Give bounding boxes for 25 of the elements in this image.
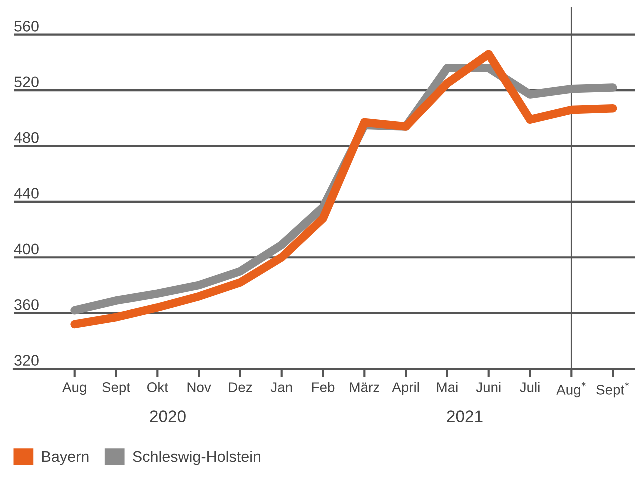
x-tick-label: Okt (148, 382, 168, 392)
x-tick-label: Dez (229, 382, 252, 392)
legend-label: Bayern (42, 452, 89, 466)
x-tick-label: Sept$^{*}$ (596, 382, 630, 398)
x-tick-label: Sept (102, 382, 130, 396)
text: 2020 (150, 410, 186, 422)
x-tick-label: Nov (188, 382, 212, 392)
y-tick-label: 520 (14, 76, 39, 88)
x-tick-label: Mai (437, 382, 458, 392)
y-tick-label: 400 (14, 244, 39, 255)
x-tick-label: März (350, 382, 380, 392)
text: 2021 (447, 410, 483, 422)
legend-label: Schleswig-Holstein (133, 450, 261, 466)
y-tick-label: 480 (14, 132, 39, 144)
x-tick-label: Jan (270, 382, 292, 392)
x-tick-label: Juni (476, 382, 501, 392)
y-tick-label: 440 (14, 188, 39, 199)
x-tick-label: Juli (520, 382, 540, 392)
y-tick-label: 320 (14, 355, 39, 366)
x-tick-label: Aug (62, 382, 86, 396)
y-tick-label: 560 (14, 21, 39, 32)
x-tick-label: Feb (312, 382, 335, 392)
y-tick-label: 360 (14, 299, 39, 310)
x-tick-label: Aug$^{*}$ (556, 382, 586, 398)
x-tick-label: April (392, 382, 420, 396)
